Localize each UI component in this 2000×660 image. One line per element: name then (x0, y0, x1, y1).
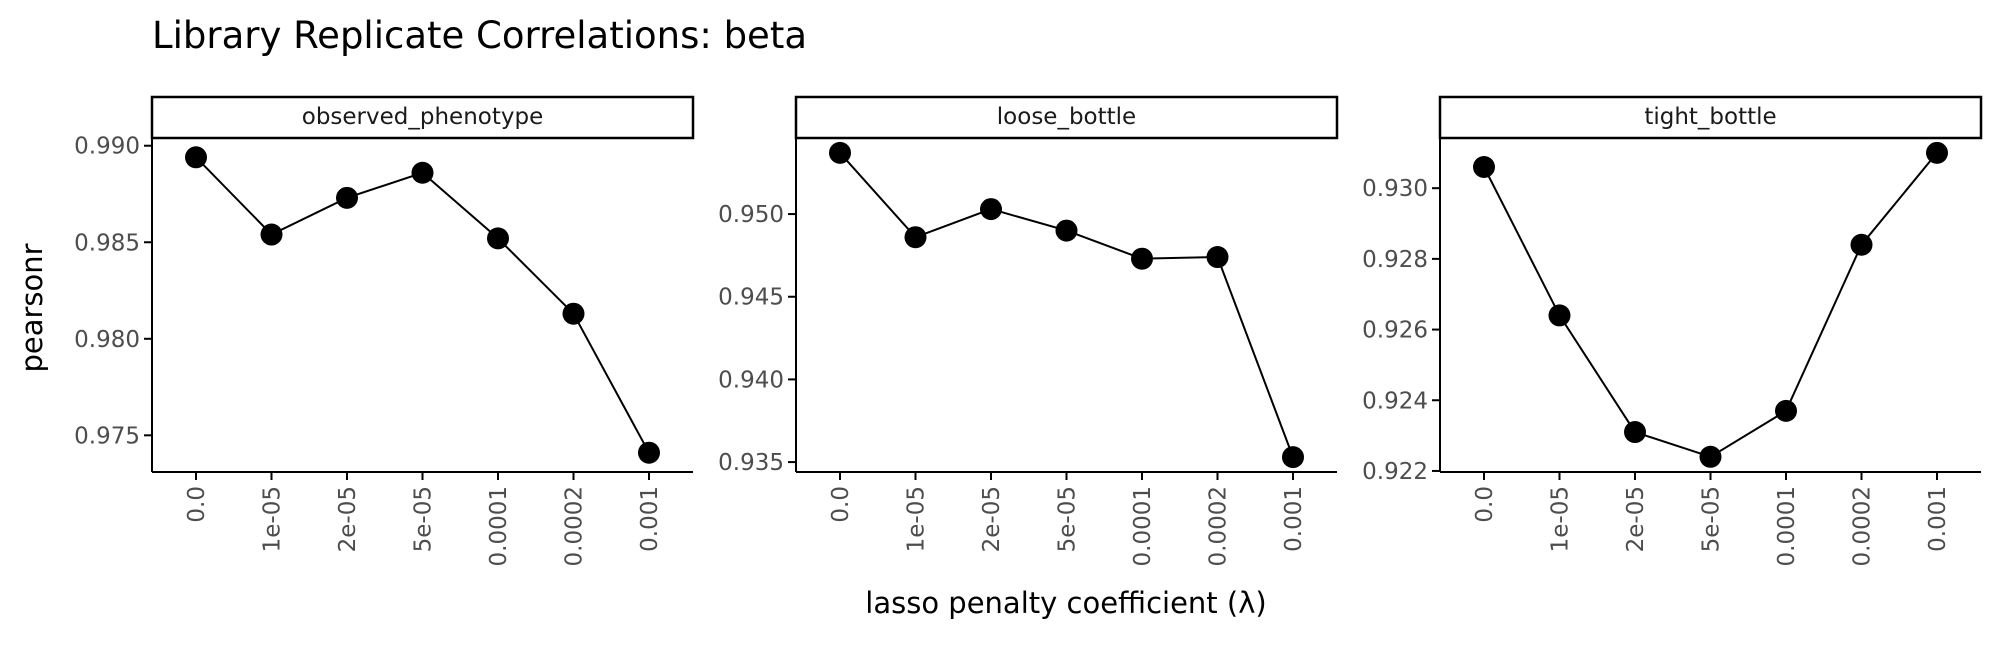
facet-strip (150, 95, 695, 140)
x-tick-label: 0.0 (184, 486, 210, 523)
series-line-loose_bottle (839, 152, 1294, 458)
x-tick-label: 0.0001 (1130, 486, 1156, 566)
facet-panels: observed_phenotype 0.975 0.980 0.985 0.990 0.… (74, 95, 1983, 566)
y-tick-label: 0.935 (718, 450, 784, 476)
x-tick-label: 0.001 (637, 486, 663, 552)
x-tick-label: 2e-05 (1623, 486, 1649, 552)
x-tick-label: 0.0001 (1774, 486, 1800, 566)
x-tick-label: 1e-05 (260, 486, 286, 552)
x-tick-label: 0.0002 (562, 486, 588, 566)
series-line-tight_bottle (1483, 152, 1938, 458)
data-point (562, 302, 585, 325)
data-point (1699, 445, 1722, 468)
facet-panel-loose_bottle: loose_bottle 0.935 0.940 0.945 0.950 0.0 1e-05… (718, 95, 1339, 566)
x-axis-label: lasso penalty coefficient (λ) (865, 586, 1266, 620)
data-point (411, 161, 434, 184)
facet-panel-tight_bottle: tight_bottle 0.922 0.924 0.926 0.928 0.930 0.0… (1362, 95, 1983, 566)
series-line-observed_phenotype (195, 156, 650, 454)
x-tick-label: 5e-05 (1699, 486, 1725, 552)
y-tick-label: 0.985 (74, 230, 140, 256)
data-point (1850, 233, 1873, 256)
data-point (1926, 141, 1948, 164)
facet-strip-label: loose_bottle (997, 104, 1136, 130)
data-point (1624, 421, 1646, 444)
data-point (1206, 246, 1229, 269)
x-tick-label: 0.001 (1925, 486, 1951, 552)
y-tick-label: 0.922 (1362, 459, 1428, 485)
data-point (185, 146, 207, 169)
y-tick-label: 0.940 (718, 367, 784, 393)
x-tick-label: 2e-05 (335, 486, 361, 552)
x-tick-label: 1e-05 (1548, 486, 1574, 552)
data-point (829, 141, 851, 164)
data-point (487, 227, 509, 250)
data-point (1775, 399, 1797, 422)
data-point (1131, 247, 1153, 270)
data-point (904, 226, 927, 249)
facet-strip-label: tight_bottle (1644, 104, 1776, 130)
facet-panel-observed_phenotype: observed_phenotype 0.975 0.980 0.985 0.990 0.… (74, 95, 695, 566)
x-tick-label: 0.0002 (1206, 486, 1232, 566)
y-tick-label: 0.928 (1362, 247, 1428, 273)
x-tick-label: 5e-05 (411, 486, 437, 552)
data-point (336, 186, 358, 209)
facet-strip-label: observed_phenotype (302, 104, 543, 130)
data-point (260, 223, 283, 246)
data-point (1548, 304, 1571, 327)
facet-strip (1438, 95, 1983, 140)
y-tick-label: 0.990 (74, 134, 140, 160)
y-tick-label: 0.930 (1362, 176, 1428, 202)
y-tick-label: 0.945 (718, 285, 784, 311)
data-point (980, 198, 1002, 221)
x-tick-label: 5e-05 (1055, 486, 1081, 552)
x-tick-label: 2e-05 (979, 486, 1005, 552)
data-point (638, 441, 660, 464)
y-tick-label: 0.980 (74, 327, 140, 353)
y-axis-label: pearsonr (15, 243, 49, 372)
x-tick-label: 0.0 (828, 486, 854, 523)
x-tick-label: 0.0 (1472, 486, 1498, 523)
y-tick-label: 0.975 (74, 423, 140, 449)
x-tick-label: 0.0001 (486, 486, 512, 566)
x-tick-label: 0.001 (1281, 486, 1307, 552)
x-tick-label: 1e-05 (904, 486, 930, 552)
data-point (1473, 155, 1495, 178)
facet-strip (794, 95, 1339, 140)
chart-title: Library Replicate Correlations: beta (152, 14, 807, 57)
y-tick-label: 0.924 (1362, 388, 1428, 414)
data-point (1055, 219, 1078, 242)
y-tick-label: 0.926 (1362, 318, 1428, 344)
data-point (1282, 446, 1304, 469)
y-tick-label: 0.950 (718, 202, 784, 228)
x-tick-label: 0.0002 (1850, 486, 1876, 566)
